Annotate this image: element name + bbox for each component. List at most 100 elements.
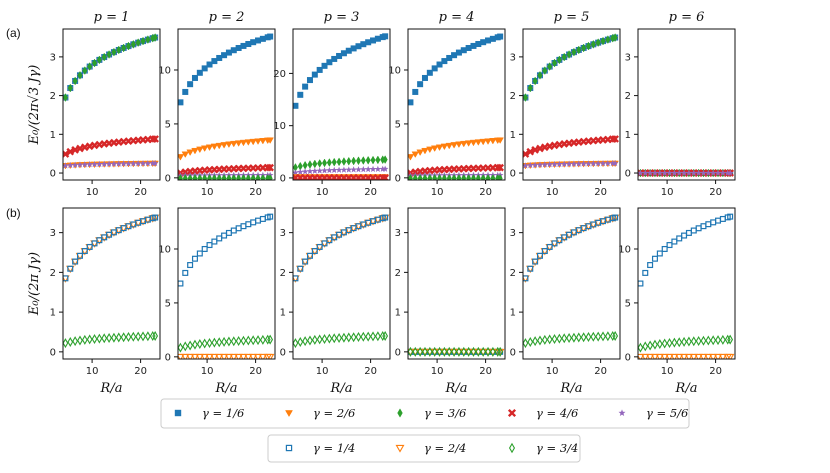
x-tick-label: 10: [201, 366, 214, 377]
axes-frame: [292, 28, 391, 181]
data-point: [604, 331, 611, 342]
y-tick-label: 10: [388, 65, 401, 76]
data-point: [670, 353, 679, 359]
data-point: [427, 173, 433, 180]
data-point: [451, 346, 457, 357]
data-point: [326, 59, 333, 66]
data-point: [382, 330, 389, 341]
data-point: [536, 161, 544, 168]
data-point: [266, 137, 274, 144]
legend-entry-3-6: γ = 3/6: [397, 406, 466, 420]
data-point: [382, 155, 388, 165]
data-point: [293, 102, 299, 109]
data-point: [250, 335, 257, 346]
plot-area: [408, 346, 505, 357]
data-point: [326, 158, 332, 167]
data-point: [210, 143, 219, 151]
data-point: [436, 61, 443, 68]
data-point: [561, 52, 567, 62]
y-tick-label: 3: [280, 228, 286, 239]
data-point: [178, 99, 184, 106]
data-point: [536, 252, 543, 259]
x-tick-label: 20: [709, 366, 722, 377]
data-point: [527, 336, 534, 347]
legend-entry-2-6: γ = 2/6: [285, 406, 355, 420]
data-point: [178, 353, 185, 359]
data-point: [714, 169, 722, 176]
data-point: [656, 339, 663, 350]
data-point: [460, 140, 468, 148]
data-point: [612, 330, 619, 341]
data-point: [695, 225, 702, 232]
data-point: [710, 219, 717, 226]
series-gamma-4-6: [63, 135, 159, 158]
data-point: [600, 36, 606, 46]
data-point: [336, 157, 342, 167]
axes-frame: [177, 28, 276, 181]
data-point: [655, 353, 665, 359]
data-point: [638, 342, 644, 353]
data-point: [546, 243, 553, 250]
data-point: [152, 330, 159, 341]
data-point: [72, 76, 78, 86]
data-point: [708, 353, 718, 359]
data-point: [151, 159, 159, 167]
axes-frame: [407, 207, 506, 360]
data-point: [250, 39, 257, 46]
data-point: [725, 353, 735, 359]
series-gamma-3-4: [63, 330, 159, 349]
data-point: [408, 346, 414, 357]
data-point: [485, 173, 491, 180]
data-point: [244, 353, 253, 359]
axes-frame: [62, 28, 161, 181]
data-point: [556, 160, 563, 168]
data-point: [546, 334, 553, 345]
data-point: [226, 173, 232, 180]
data-point: [700, 169, 707, 176]
data-point: [316, 167, 323, 174]
data-point: [715, 335, 721, 346]
data-point: [341, 157, 347, 166]
y-tick-label: 0: [280, 173, 286, 184]
data-point: [202, 173, 208, 180]
data-point: [76, 161, 84, 168]
y-tick-label: 3: [50, 228, 56, 239]
data-point: [267, 213, 274, 220]
plot-area: [638, 213, 735, 359]
data-point: [255, 37, 262, 44]
data-point: [652, 339, 658, 350]
data-point: [431, 65, 438, 72]
data-point: [211, 173, 217, 180]
data-point: [91, 240, 98, 247]
data-point: [497, 346, 504, 357]
data-point: [130, 39, 136, 49]
data-point: [306, 77, 313, 84]
data-point: [297, 265, 304, 272]
data-point: [436, 346, 443, 357]
data-point: [63, 162, 69, 169]
y-tick-label: 2: [625, 91, 631, 102]
data-point: [331, 55, 338, 62]
legend-label: γ = 3/6: [424, 406, 466, 420]
data-point: [135, 331, 142, 342]
data-point: [178, 173, 183, 180]
y-axis-label-b: E₀/(2π Jγ): [27, 252, 42, 316]
data-point: [125, 331, 132, 342]
y-tick-label: 2: [510, 91, 516, 102]
data-point: [470, 346, 477, 357]
y-tick-label: 0: [625, 352, 631, 363]
data-point: [461, 173, 467, 180]
data-point: [485, 346, 491, 357]
data-point: [345, 166, 353, 173]
data-point: [365, 39, 372, 46]
data-point: [86, 334, 93, 345]
data-point: [689, 353, 699, 359]
panel-title: p = 5: [554, 10, 590, 25]
data-point: [230, 47, 237, 54]
x-tick-label: 10: [316, 366, 329, 377]
data-point: [302, 83, 309, 90]
series-gamma-1-4: [178, 213, 274, 287]
y-tick-label: 0: [510, 169, 516, 180]
data-point: [76, 144, 84, 153]
data-point: [185, 353, 195, 359]
